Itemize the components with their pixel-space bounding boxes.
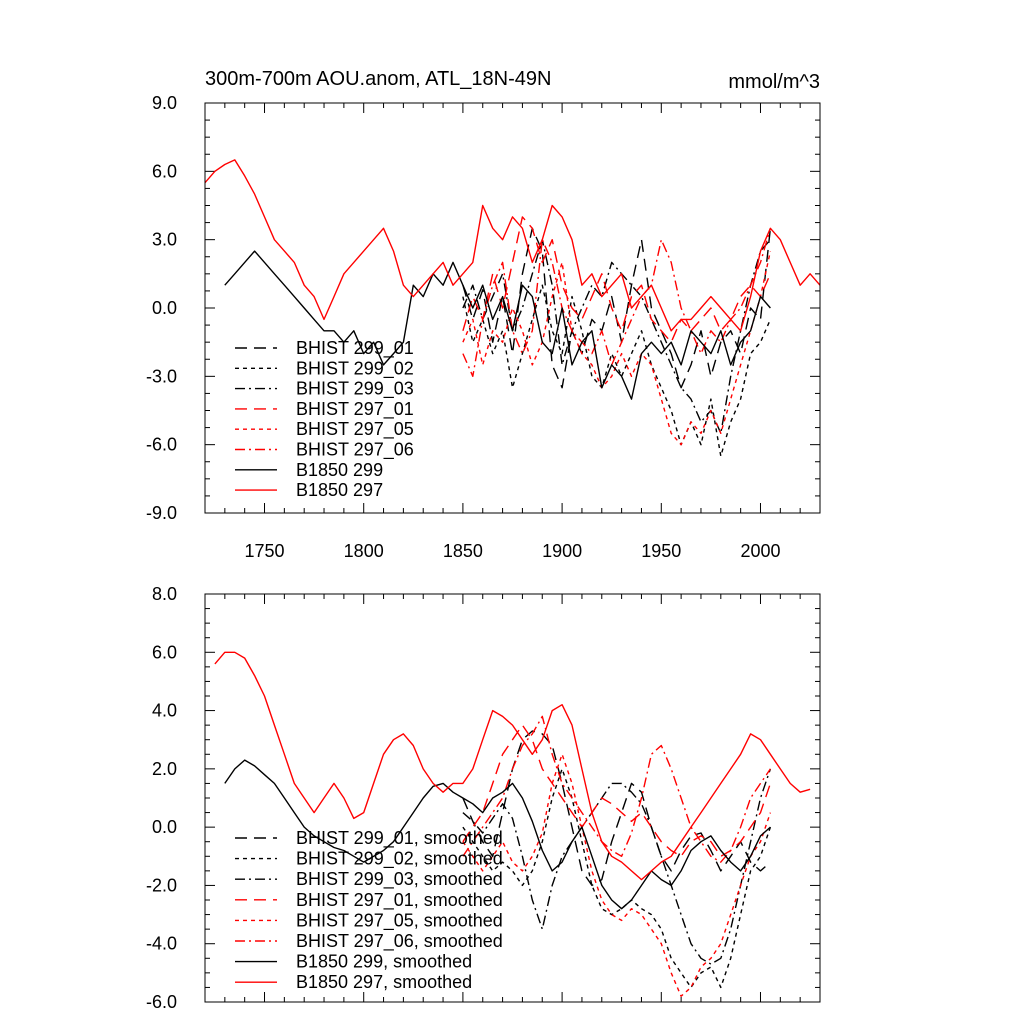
bottom-plot-frame xyxy=(204,593,821,1003)
legend-label: BHIST 299_03 xyxy=(296,379,414,400)
series-line-bhist-299-03-smoothed xyxy=(462,768,772,965)
y-tick-label: 2.0 xyxy=(152,759,177,779)
series-line-bhist-297-05-smoothed xyxy=(462,753,772,997)
series-line-b1850-299-smoothed xyxy=(224,759,771,910)
legend-label: BHIST 299_02, smoothed xyxy=(296,849,503,870)
bottom-series-group xyxy=(214,651,811,997)
x-tick-label: 1750 xyxy=(244,541,284,561)
top-panel: 300m-700m AOU.anom, ATL_18N-49N mmol/m^3… xyxy=(146,68,821,561)
x-tick-label: 2000 xyxy=(740,541,780,561)
y-tick-label: -3.0 xyxy=(146,366,177,386)
bottom-axis-ticks xyxy=(204,593,821,1003)
legend-label: B1850 297, smoothed xyxy=(296,972,472,992)
y-tick-label: -9.0 xyxy=(146,503,177,523)
legend-label: BHIST 297_06 xyxy=(296,440,414,461)
top-x-tick-labels: 1750 1800 1850 1900 1950 2000 xyxy=(244,541,780,561)
legend-label: BHIST 299_01, smoothed xyxy=(296,828,503,849)
series-line-bhist-299-02-smoothed xyxy=(462,768,772,989)
x-tick-label: 1850 xyxy=(443,541,483,561)
series-line-b1850-297-smoothed xyxy=(214,651,811,881)
bottom-y-tick-labels: 8.0 6.0 4.0 2.0 0.0 -2.0 -4.0 -6.0 xyxy=(146,584,177,1012)
legend-label: BHIST 297_01 xyxy=(296,399,414,420)
y-tick-label: -4.0 xyxy=(146,934,177,954)
x-tick-label: 1950 xyxy=(641,541,681,561)
top-chart-units: mmol/m^3 xyxy=(728,71,820,93)
y-tick-label: 0.0 xyxy=(152,298,177,318)
legend-label: BHIST 299_01 xyxy=(296,338,414,359)
bottom-panel: 8.0 6.0 4.0 2.0 0.0 -2.0 -4.0 -6.0 BHIST 299_01… xyxy=(146,584,821,1012)
legend-label: BHIST 299_02 xyxy=(296,358,414,379)
series-line-bhist-299-02 xyxy=(462,284,772,457)
legend-label: B1850 297 xyxy=(296,480,383,500)
series-line-bhist-299-03 xyxy=(462,238,771,434)
legend-label: BHIST 297_05 xyxy=(296,419,414,440)
y-tick-label: 6.0 xyxy=(152,161,177,181)
legend-label: BHIST 297_06, smoothed xyxy=(296,931,503,952)
y-tick-label: 6.0 xyxy=(152,642,177,662)
series-line-bhist-297-06 xyxy=(462,228,772,377)
series-line-b1850-297 xyxy=(204,159,821,332)
series-line-bhist-297-01 xyxy=(462,216,772,343)
legend-label: BHIST 299_03, smoothed xyxy=(296,869,503,890)
series-line-bhist-297-01-smoothed xyxy=(462,724,772,857)
x-tick-label: 1900 xyxy=(542,541,582,561)
y-tick-label: 9.0 xyxy=(152,93,177,113)
top-chart-title: 300m-700m AOU.anom, ATL_18N-49N xyxy=(205,68,551,90)
y-tick-label: -2.0 xyxy=(146,875,177,895)
y-tick-label: 8.0 xyxy=(152,584,177,604)
top-y-tick-labels: 9.0 6.0 3.0 0.0 -3.0 -6.0 -9.0 xyxy=(146,93,177,523)
legend-label: BHIST 297_05, smoothed xyxy=(296,910,503,931)
series-line-bhist-297-05 xyxy=(462,250,772,446)
top-series-group xyxy=(204,159,821,457)
legend-label: BHIST 297_01, smoothed xyxy=(296,890,503,911)
y-tick-label: -6.0 xyxy=(146,992,177,1012)
series-line-bhist-297-06-smoothed xyxy=(462,715,771,863)
series-line-b1850-299 xyxy=(224,250,771,400)
y-tick-label: 3.0 xyxy=(152,230,177,250)
top-plot-frame xyxy=(204,102,821,514)
legend-label: B1850 299 xyxy=(296,460,383,480)
y-tick-label: -6.0 xyxy=(146,435,177,455)
legend-label: B1850 299, smoothed xyxy=(296,952,472,972)
y-tick-label: 4.0 xyxy=(152,701,177,721)
y-tick-label: 0.0 xyxy=(152,817,177,837)
x-tick-label: 1800 xyxy=(344,541,384,561)
